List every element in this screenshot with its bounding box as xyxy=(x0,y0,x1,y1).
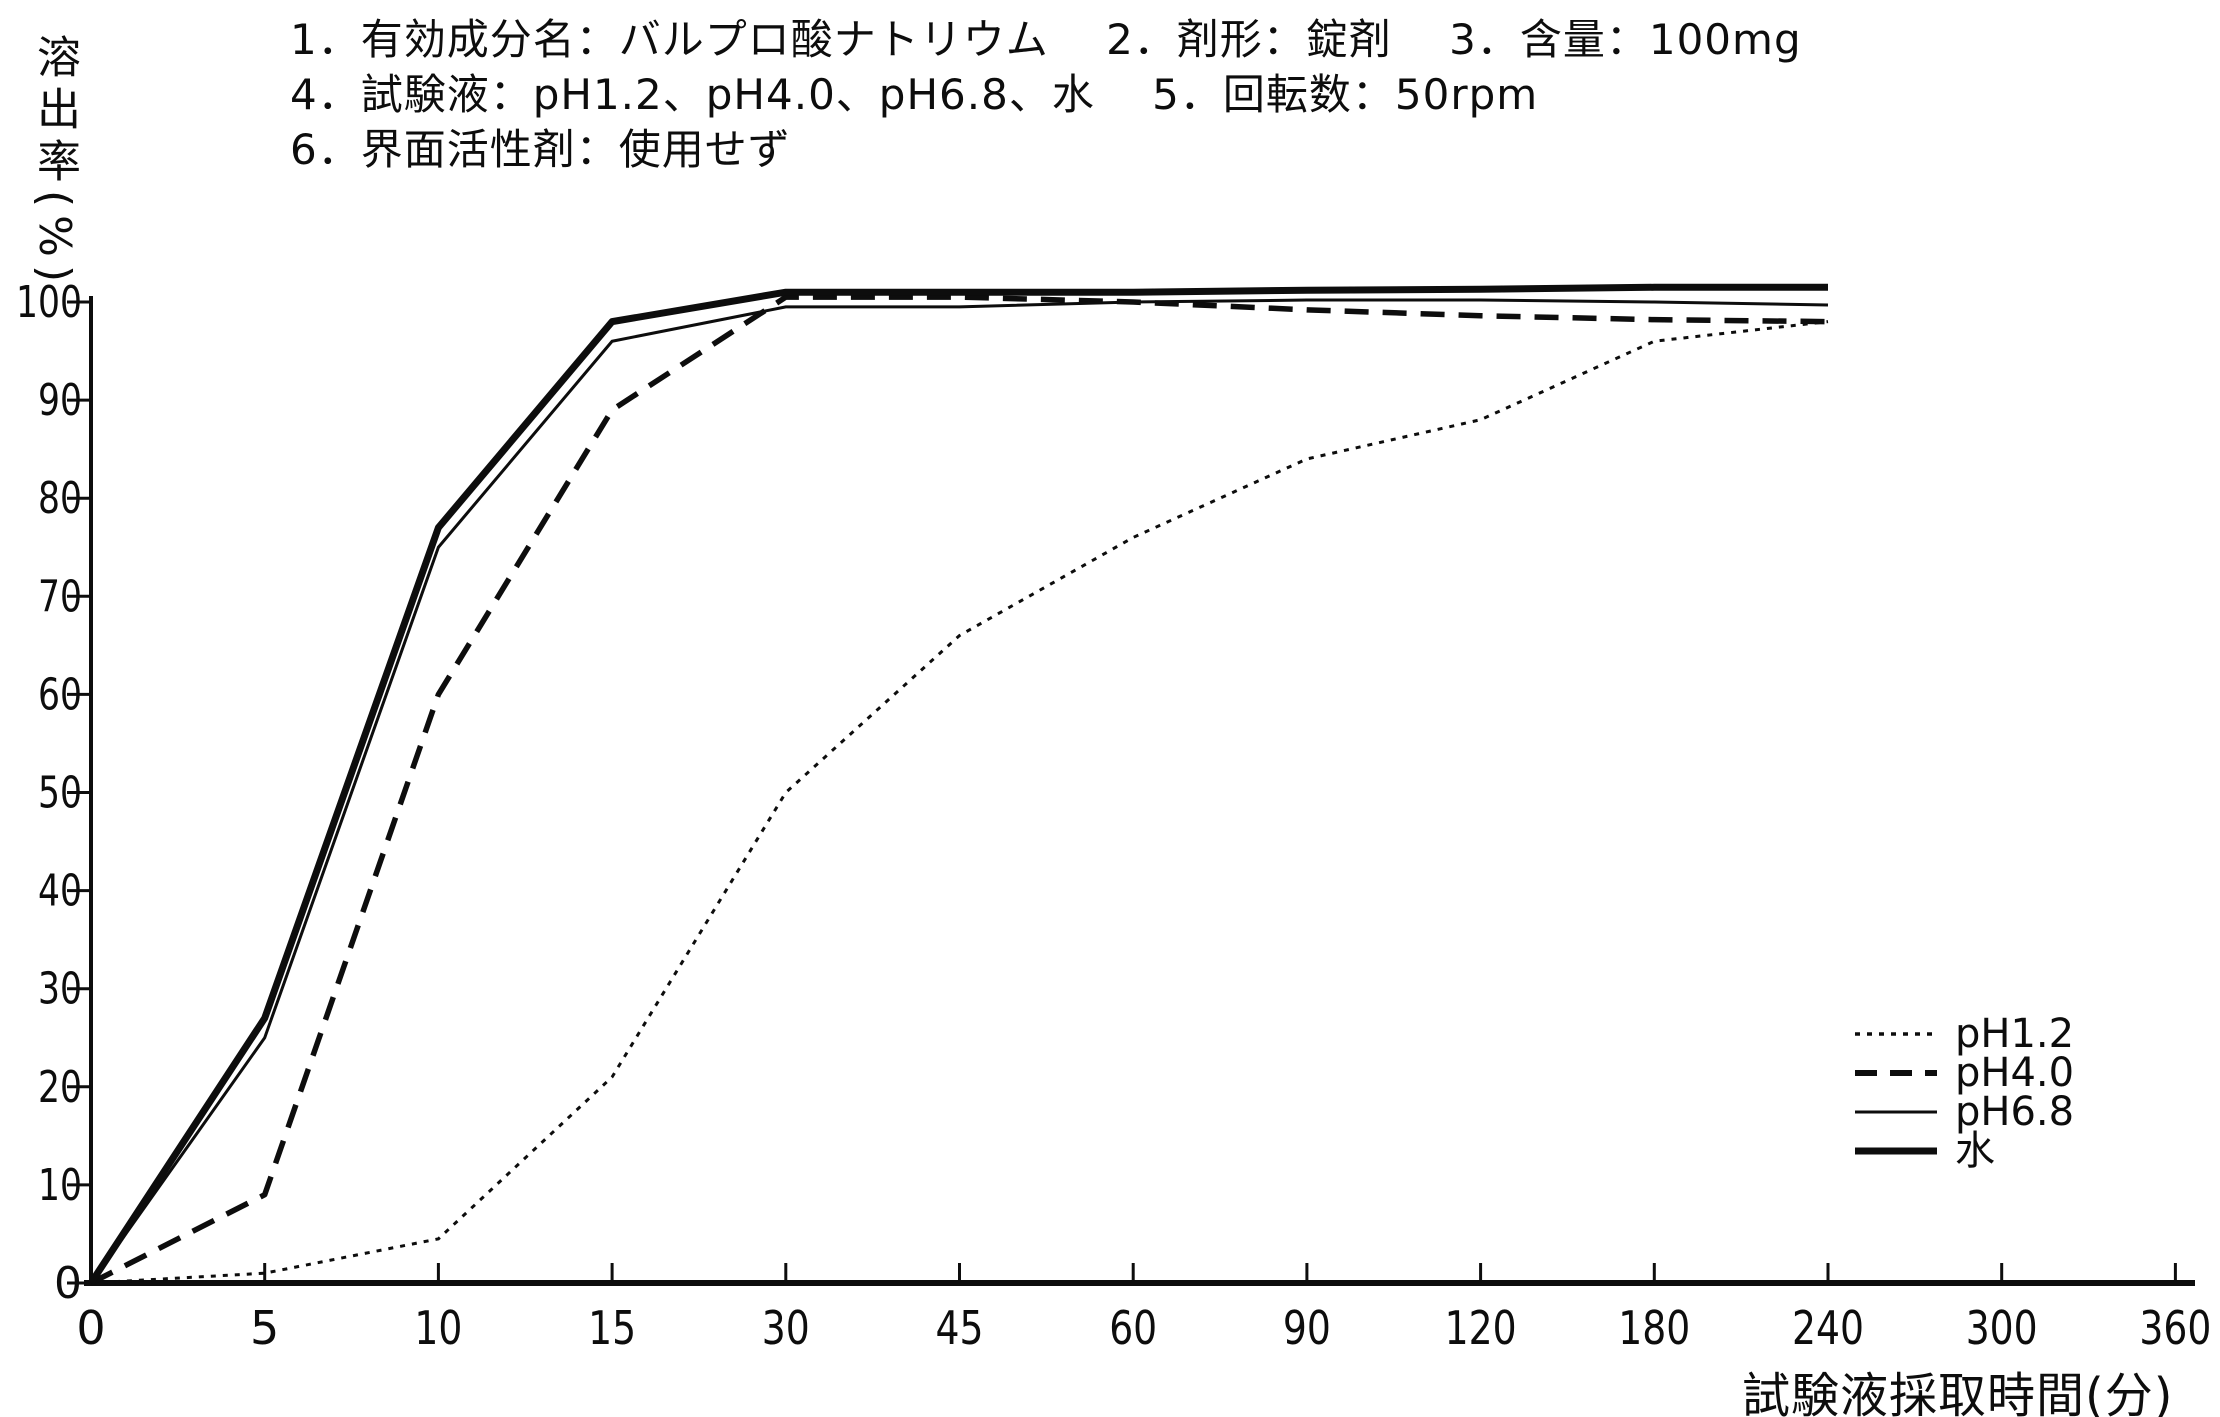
y-tick-label: 40 xyxy=(38,866,82,917)
x-tick-label: 10 xyxy=(414,1301,462,1355)
x-tick-label: 30 xyxy=(762,1301,810,1355)
y-tick-label: 100 xyxy=(16,277,82,328)
series-line-pH6.8 xyxy=(89,298,1829,1284)
x-tick-label: 360 xyxy=(2139,1301,2211,1355)
thin-line-sample-icon xyxy=(1855,1110,1937,1113)
thick-line-sample-icon xyxy=(1855,1147,1937,1154)
series-line-水 xyxy=(88,283,1828,1285)
x-tick-label: 180 xyxy=(1618,1301,1690,1355)
y-tick-label: 90 xyxy=(38,375,82,426)
x-tick-label: 60 xyxy=(1109,1301,1157,1355)
x-tick-label: 0 xyxy=(76,1301,105,1355)
y-tick-label: 0 xyxy=(54,1258,82,1309)
x-tick-label: 240 xyxy=(1792,1301,1864,1355)
y-tick-label: 50 xyxy=(38,768,82,819)
chart-legend: pH1.2 pH4.0 pH6.8 水 xyxy=(1855,1010,2075,1174)
legend-label-ph40: pH4.0 xyxy=(1955,1049,2075,1096)
y-tick-label: 70 xyxy=(38,571,82,622)
legend-label-ph12: pH1.2 xyxy=(1955,1010,2075,1057)
y-tick-label: 80 xyxy=(38,473,82,524)
y-tick-label: 60 xyxy=(38,669,82,720)
x-axis-title: 試験液採取時間(分) xyxy=(1742,1368,2174,1417)
y-tick-label: 20 xyxy=(38,1062,82,1113)
dashed-line-sample-icon xyxy=(1855,1069,1937,1076)
y-tick-label: 30 xyxy=(38,964,82,1015)
legend-item-ph12: pH1.2 xyxy=(1855,1010,2075,1057)
x-tick-label: 5 xyxy=(250,1301,279,1355)
x-tick-label: 300 xyxy=(1966,1301,2038,1355)
y-tick-label: 10 xyxy=(38,1160,82,1211)
legend-item-ph68: pH6.8 xyxy=(1855,1088,2075,1135)
legend-label-ph68: pH6.8 xyxy=(1955,1088,2075,1135)
legend-label-water: 水 xyxy=(1955,1127,1995,1174)
condition-line-3: 6．界面活性剤：使用せず xyxy=(290,125,791,174)
legend-item-water: 水 xyxy=(1855,1127,2074,1174)
y-axis-title: 溶出率(%) xyxy=(29,34,80,291)
condition-line-1: 1．有効成分名：バルプロ酸ナトリウム 2．剤形：錠剤 3．含量：100mg xyxy=(290,15,1802,64)
condition-line-2: 4．試験液：pH1.2、pH4.0、pH6.8、水 5．回転数：50rpm xyxy=(290,70,1539,119)
x-tick-label: 45 xyxy=(936,1301,984,1355)
x-tick-label: 90 xyxy=(1283,1301,1331,1355)
test-conditions: 1．有効成分名：バルプロ酸ナトリウム 2．剤形：錠剤 3．含量：100mg 4．… xyxy=(290,12,1802,177)
x-tick-label: 120 xyxy=(1445,1301,1517,1355)
dotted-line-sample-icon xyxy=(1855,1031,1937,1036)
series-line-pH1.2 xyxy=(90,320,1829,1285)
series-line-pH4.0 xyxy=(89,294,1829,1286)
x-tick-label: 15 xyxy=(588,1301,636,1355)
legend-item-ph40: pH4.0 xyxy=(1855,1049,2075,1096)
